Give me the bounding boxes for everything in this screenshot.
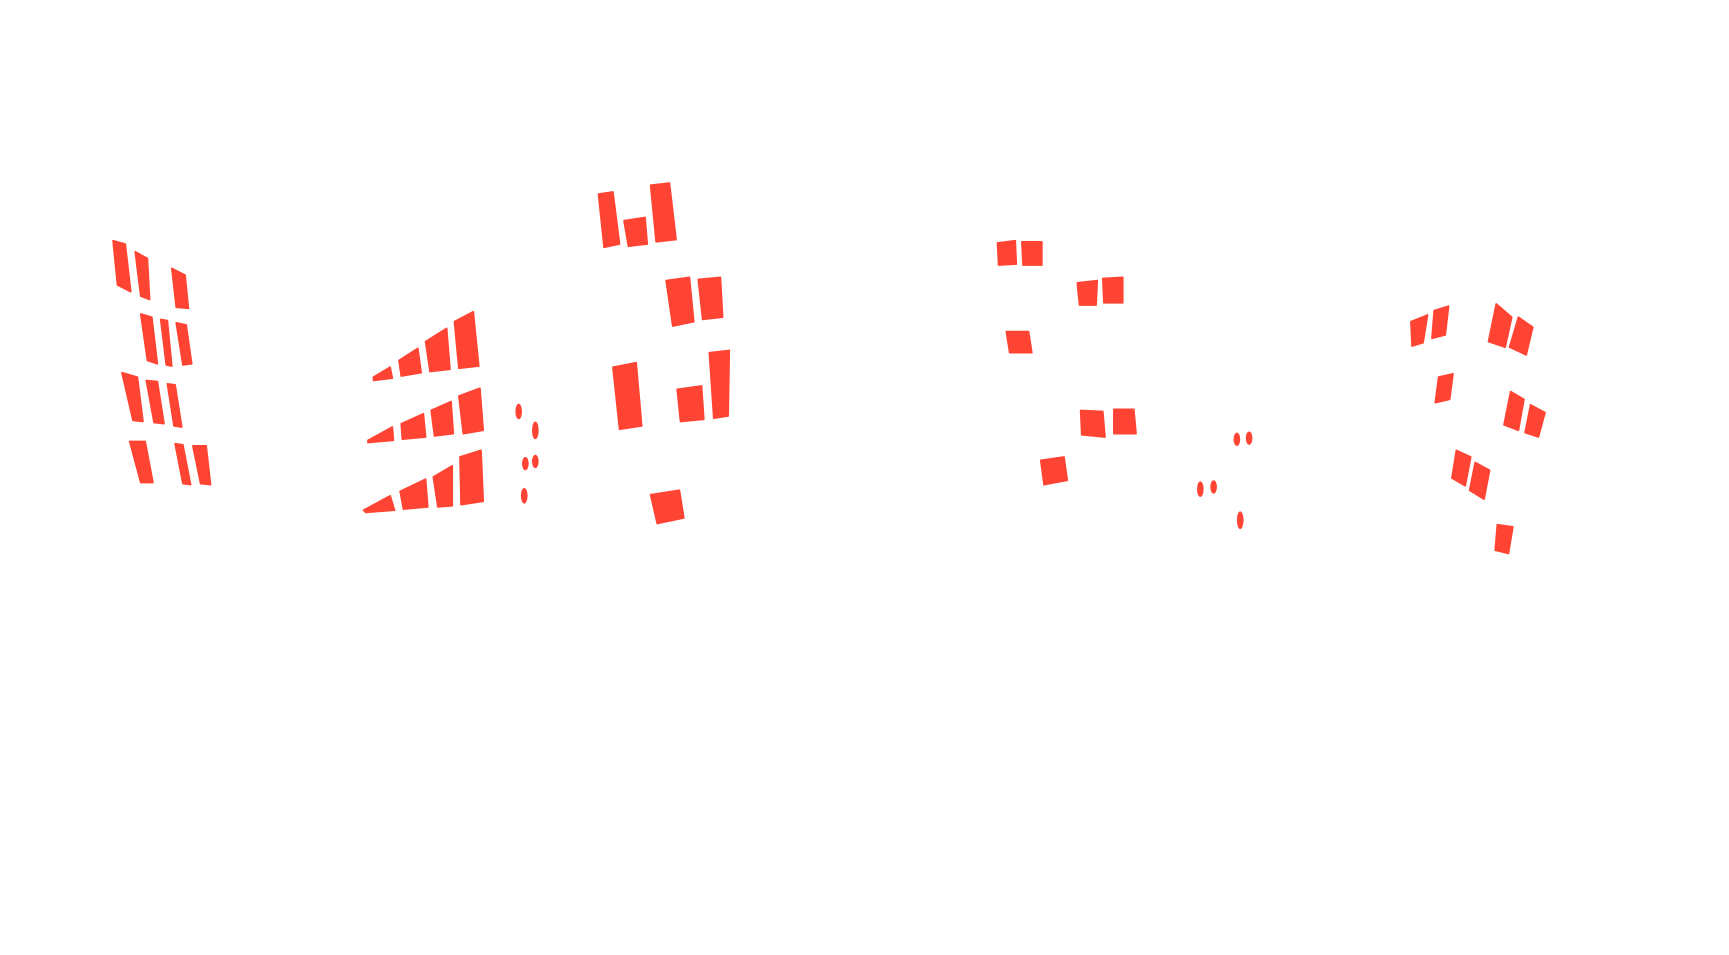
window-mask: [128, 440, 154, 484]
window-mask: [432, 465, 454, 508]
window-mask: [665, 276, 695, 327]
window-mask: [453, 310, 480, 370]
window-mask: [649, 489, 685, 525]
window-mask: [174, 442, 192, 486]
window-mask: [430, 400, 455, 437]
building-right-center: [996, 239, 1253, 530]
window-mask: [697, 276, 724, 321]
window-mask: [996, 239, 1018, 266]
window-mask-small: [1197, 481, 1204, 497]
window-mask: [166, 382, 183, 428]
window-mask: [121, 371, 144, 423]
window-mask: [372, 366, 394, 382]
window-mask-small: [532, 454, 539, 469]
window-mask: [458, 387, 485, 435]
window-mask: [708, 349, 731, 419]
window-mask: [159, 318, 173, 367]
window-mask: [1101, 276, 1124, 304]
window-mask: [1503, 390, 1525, 432]
window-mask: [112, 239, 132, 293]
building-left: [112, 239, 212, 486]
window-mask: [623, 216, 649, 248]
window-mask-small: [1245, 431, 1253, 445]
window-mask: [1494, 523, 1514, 555]
window-mask-small: [1233, 432, 1241, 446]
window-mask: [145, 379, 165, 425]
window-mask: [1039, 456, 1069, 486]
window-mask: [1079, 409, 1106, 438]
window-mask: [170, 267, 190, 310]
window-mask: [399, 478, 429, 510]
window-mask: [398, 347, 422, 377]
window-mask: [1005, 330, 1033, 354]
window-mask: [459, 449, 485, 506]
window-mask: [1076, 279, 1099, 306]
window-mask: [139, 313, 159, 365]
window-mask: [1451, 449, 1472, 487]
window-mask: [1487, 303, 1513, 349]
building-center: [597, 182, 731, 525]
window-mask: [1021, 240, 1043, 266]
window-mask: [1113, 408, 1137, 435]
window-mask: [192, 445, 212, 486]
window-mask: [134, 250, 151, 301]
window-mask-small: [1210, 480, 1217, 494]
window-mask: [400, 412, 427, 441]
window-mask: [676, 385, 705, 423]
window-mask-small: [1236, 511, 1244, 530]
window-mask-small: [515, 403, 523, 420]
window-mask: [367, 426, 395, 444]
building-right: [1410, 303, 1546, 555]
window-mask: [649, 182, 677, 243]
window-mask: [1508, 316, 1534, 356]
window-mask: [1524, 404, 1546, 438]
window-mask: [175, 321, 193, 366]
window-mask: [1431, 305, 1450, 340]
window-mask: [362, 494, 396, 514]
window-mask: [1410, 314, 1429, 347]
window-mask-small: [522, 456, 529, 471]
window-mask: [597, 191, 621, 249]
window-mask: [424, 327, 451, 373]
window-mask: [612, 361, 643, 431]
window-mask-small: [520, 488, 528, 504]
window-mask: [1468, 461, 1491, 500]
building-left-center: [362, 310, 539, 514]
window-mask: [1434, 372, 1454, 404]
window-mask-small: [532, 421, 539, 440]
